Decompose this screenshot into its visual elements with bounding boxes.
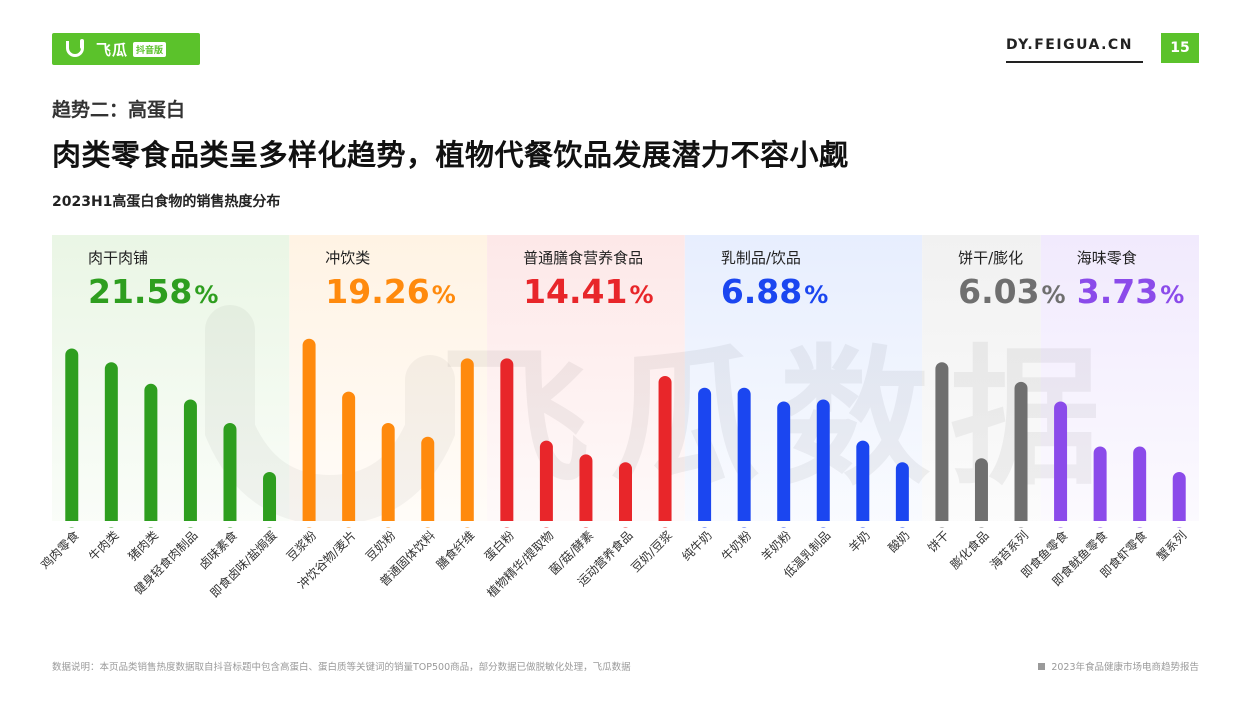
group-share-value: 21.58 xyxy=(88,272,192,311)
category-label: 豆奶粉 xyxy=(363,528,398,563)
group-share-value: 6.03 xyxy=(958,272,1039,311)
group-share-percent: % xyxy=(194,281,218,309)
group-panel xyxy=(1040,235,1199,521)
bar xyxy=(816,399,830,528)
bar xyxy=(698,387,712,528)
bar xyxy=(1014,381,1028,528)
baseline-mask xyxy=(52,521,1199,527)
bar xyxy=(1054,401,1068,528)
category-label: 蟹系列 xyxy=(1153,528,1189,564)
category-label: 鸡肉零食 xyxy=(37,528,82,573)
group-share: 6.03% xyxy=(958,272,1065,311)
category-label: 蛋白粉 xyxy=(481,528,517,564)
category-label: 豆浆粉 xyxy=(283,528,319,564)
group-share-percent: % xyxy=(1042,281,1066,309)
feigua-logo: 飞瓜 抖音版 xyxy=(52,33,200,65)
group-panel xyxy=(52,235,290,521)
bar xyxy=(895,462,909,528)
data-note: 数据说明：本页品类销售热度数据取自抖音标题中包含高蛋白、蛋白质等关键词的销量TO… xyxy=(52,662,631,673)
group-name: 肉干肉铺 xyxy=(88,249,148,267)
bar xyxy=(777,401,791,528)
bar xyxy=(460,358,474,528)
bar xyxy=(65,348,79,528)
category-label: 植物精华/提取物 xyxy=(484,528,557,601)
group-share-percent: % xyxy=(804,281,828,309)
category-label: 豆奶/豆浆 xyxy=(628,528,675,575)
bar xyxy=(223,423,237,528)
bar xyxy=(183,399,197,528)
bar xyxy=(539,440,553,528)
feigua-logo-icon xyxy=(66,39,92,59)
bar xyxy=(104,362,118,528)
category-label: 牛肉类 xyxy=(85,528,121,564)
category-label: 羊奶粉 xyxy=(758,528,794,564)
section-label: 趋势二：高蛋白 xyxy=(52,99,186,121)
bar xyxy=(421,436,435,528)
bar xyxy=(302,338,316,528)
chart-title: 2023H1高蛋白食物的销售热度分布 xyxy=(52,194,281,210)
bar xyxy=(1093,446,1107,528)
group-share: 14.41% xyxy=(523,272,653,311)
group-share-value: 14.41 xyxy=(523,272,627,311)
bar xyxy=(935,362,949,528)
category-label: 羊奶 xyxy=(845,528,873,556)
category-label: 酸奶 xyxy=(885,528,913,556)
group-share: 19.26% xyxy=(325,272,455,311)
watermark-logo-icon xyxy=(205,305,455,526)
page-headline: 肉类零食品类呈多样化趋势，植物代餐饮品发展潜力不容小觑 xyxy=(52,138,849,172)
bar xyxy=(856,440,870,528)
group-share-value: 19.26 xyxy=(325,272,429,311)
group-name: 饼干/膨化 xyxy=(958,249,1023,267)
bar xyxy=(579,454,593,528)
site-underline xyxy=(1006,61,1143,63)
group-share: 6.88% xyxy=(721,272,828,311)
group-share-percent: % xyxy=(432,281,456,309)
page-number: 15 xyxy=(1161,33,1199,63)
bar xyxy=(263,472,277,528)
report-title: 2023年食品健康市场电商趋势报告 xyxy=(1051,662,1199,673)
category-label: 牛奶粉 xyxy=(718,528,754,564)
bar xyxy=(658,375,672,528)
group-name: 普通膳食营养食品 xyxy=(523,249,643,267)
site-url[interactable]: DY.FEIGUA.CN xyxy=(1006,37,1133,53)
group-share-value: 6.88 xyxy=(721,272,802,311)
bar xyxy=(737,387,751,528)
category-label: 即食卤味/盐焗蛋 xyxy=(207,528,280,601)
logo-badge: 抖音版 xyxy=(133,41,167,57)
group-share: 3.73% xyxy=(1077,272,1184,311)
group-share-percent: % xyxy=(629,281,653,309)
bar xyxy=(974,458,988,528)
bar xyxy=(342,391,356,528)
category-label: 猪肉类 xyxy=(126,528,161,563)
category-label: 纯牛奶 xyxy=(679,528,715,564)
group-name: 乳制品/饮品 xyxy=(721,249,801,267)
bar xyxy=(619,462,632,528)
group-name: 冲饮类 xyxy=(325,249,370,267)
category-label: 膨化食品 xyxy=(947,528,992,573)
category-label: 膳食纤维 xyxy=(433,528,478,573)
bar xyxy=(381,423,395,528)
category-label: 饼干 xyxy=(925,528,952,555)
square-bullet-icon xyxy=(1038,662,1046,670)
bar xyxy=(1133,446,1147,528)
logo-text: 飞瓜 xyxy=(96,40,129,59)
group-name: 海味零食 xyxy=(1077,249,1137,267)
group-share-percent: % xyxy=(1160,281,1184,309)
group-panel xyxy=(684,235,923,521)
bar xyxy=(500,358,514,528)
bar xyxy=(144,383,158,528)
group-share: 21.58% xyxy=(88,272,218,311)
bar xyxy=(1172,472,1186,528)
group-share-value: 3.73 xyxy=(1077,272,1158,311)
report-name: 2023年食品健康市场电商趋势报告 xyxy=(1038,659,1199,673)
